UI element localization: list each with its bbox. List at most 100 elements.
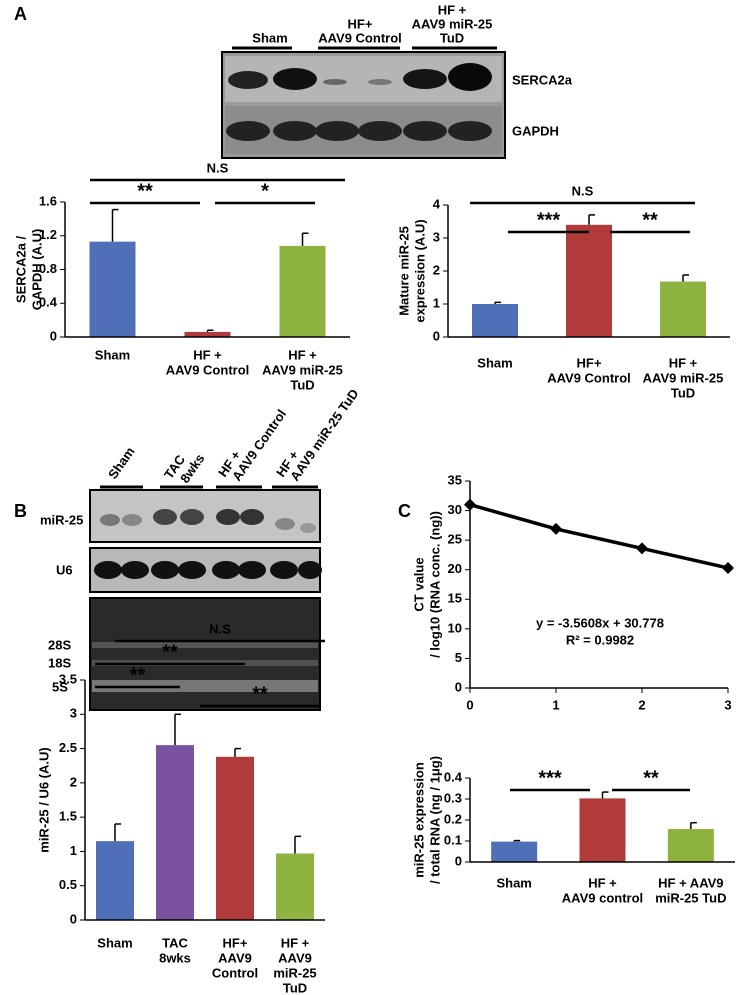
blot-group-label: TuD [440,30,464,45]
significance-label: ** [137,180,153,202]
panel-letter: C [398,501,411,521]
bar [491,841,538,862]
blot-row-label: miR-25 [40,512,83,527]
x-tick-label: miR-25 [273,965,316,980]
x-tick-label: HF + AAV9 [658,875,723,890]
marker [722,561,734,574]
blot-group-label: AAV9 miR-25 [412,16,493,31]
annotation: R² = 0.9982 [566,632,634,647]
blot-group-label: HF + [438,2,467,17]
bar [216,756,254,920]
x-tick-label: Control [212,965,258,980]
blot-group-label: HF+ [348,16,373,31]
significance-label: * [261,180,269,202]
bar [279,245,326,337]
significance-label: N.S [572,183,594,198]
blot-group-label: Sham [105,444,138,482]
gel-marker: 18S [48,655,71,670]
y-tick-label: 20 [448,561,462,576]
x-tick-label: 8wks [159,950,191,965]
blot-row-label: SERCA2a [512,72,573,87]
gel-marker: 5S [52,679,68,694]
x-tick-label: Sham [95,347,130,362]
annotation: y = -3.5608x + 30.778 [536,615,664,630]
y-tick-label: 3 [433,229,440,244]
y-tick-label: 4 [433,196,441,211]
x-tick-label: HF+ [577,355,602,370]
y-axis-label: expression (A.U) [412,219,427,322]
x-tick-label: AAV9 miR-25 [643,370,724,385]
bar [89,241,136,337]
significance-label: ** [252,683,268,705]
y-tick-label: 1.6 [39,193,57,208]
marker [550,522,562,535]
bar [472,304,518,337]
x-tick-label: TuD [283,980,307,995]
significance-label: *** [537,209,561,231]
blot-row-label: GAPDH [512,123,559,138]
x-tick-label: AAV9 Control [166,362,250,377]
y-tick-label: 3 [70,706,77,721]
significance-label: N.S [207,160,229,175]
bar [276,853,314,920]
y-tick-label: 1.5 [59,809,77,824]
line [469,502,729,570]
y-tick-label: 0 [455,679,462,694]
y-axis-label: miR-25 / U6 (A.U) [36,747,51,852]
x-tick-label: HF + [588,875,617,890]
significance-label: ** [130,664,146,686]
y-tick-label: 25 [448,532,462,547]
x-tick-label: AAV9 control [562,890,643,905]
x-tick-label: 1 [552,697,559,712]
y-tick-label: 0 [455,853,462,868]
blot-b [89,485,322,711]
x-tick-label: Sham [496,875,531,890]
y-tick-label: 0 [433,328,440,343]
x-tick-label: TuD [671,385,695,400]
significance-label: ** [642,209,658,231]
significance-label: ** [162,641,178,663]
x-tick-label: HF + [281,935,310,950]
bar [184,331,231,337]
x-tick-label: 2 [638,697,645,712]
y-tick-label: 0.1 [444,832,462,847]
y-axis-label: GAPDH (A.U) [29,229,44,311]
y-tick-label: 3.5 [59,671,77,686]
x-tick-label: miR-25 TuD [655,890,726,905]
y-tick-label: 10 [448,620,462,635]
x-tick-label: TuD [290,377,314,392]
y-tick-label: 0.8 [39,261,57,276]
bar [566,224,612,337]
x-tick-label: HF + [669,355,698,370]
blot-group-label: Sham [252,30,287,45]
x-tick-label: HF+ [223,935,248,950]
significance-label: N.S [209,621,231,636]
x-tick-label: 0 [466,697,473,712]
y-tick-label: 5 [455,650,462,665]
x-tick-label: AAV9 [278,950,312,965]
panel-letter: A [14,4,27,24]
x-tick-label: TAC [162,935,188,950]
x-tick-label: AAV9 [218,950,252,965]
x-tick-label: AAV9 Control [547,370,631,385]
blot-row-label: U6 [56,562,73,577]
blot-group-label: AAV9 Control [318,30,402,45]
y-tick-label: 15 [448,591,462,606]
y-tick-label: 0.2 [444,811,462,826]
panel-letter: B [14,501,27,521]
y-axis-label: Mature miR-25 [396,226,411,316]
y-tick-label: 0 [70,911,77,926]
y-axis-label: / total RNA (ng / 1μg) [427,756,442,884]
significance-label: *** [538,767,562,789]
y-tick-label: 0.4 [39,295,58,310]
bar [96,841,134,920]
x-tick-label: HF + [193,347,222,362]
x-tick-label: 3 [724,697,731,712]
y-tick-label: 0.5 [59,877,77,892]
x-tick-label: Sham [477,355,512,370]
y-tick-label: 0 [50,328,57,343]
y-axis-label: miR-25 expression [411,762,426,878]
y-tick-label: 35 [448,472,462,487]
y-tick-label: 30 [448,502,462,517]
